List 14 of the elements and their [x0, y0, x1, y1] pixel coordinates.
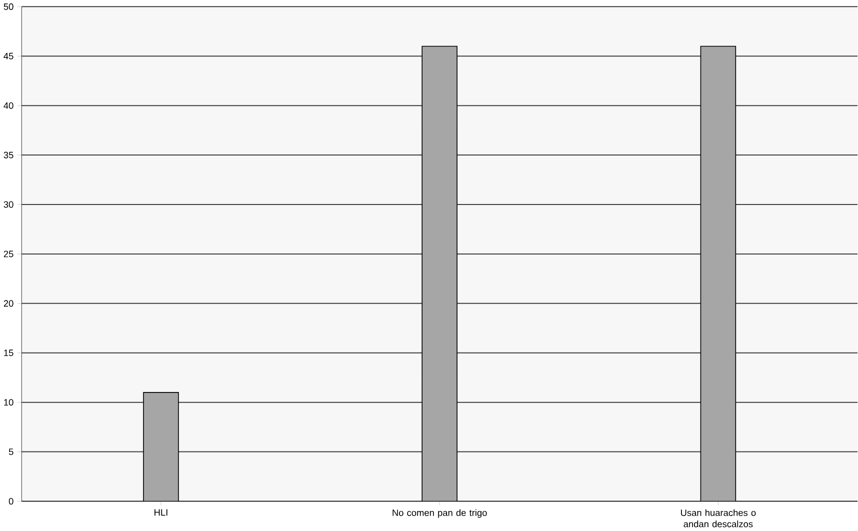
y-tick-label: 10 [4, 399, 14, 406]
y-tick-label: 0 [8, 498, 14, 505]
x-tick-label: No comen pan de trigo [392, 509, 487, 518]
y-tick-label: 35 [4, 152, 14, 158]
x-tick-label: Usan huaraches o andan descalzos [680, 509, 756, 528]
x-tick-label: HLI [154, 509, 168, 516]
y-tick-label: 20 [4, 300, 14, 307]
y-tick-label: 50 [4, 4, 14, 10]
y-tick-label: 25 [4, 250, 14, 258]
y-tick-label: 30 [4, 201, 14, 208]
y-tick-label: 15 [4, 350, 14, 356]
y-tick-label: 40 [4, 102, 14, 110]
y-tick-label: 5 [8, 448, 14, 456]
y-tick-label: 45 [4, 53, 14, 60]
